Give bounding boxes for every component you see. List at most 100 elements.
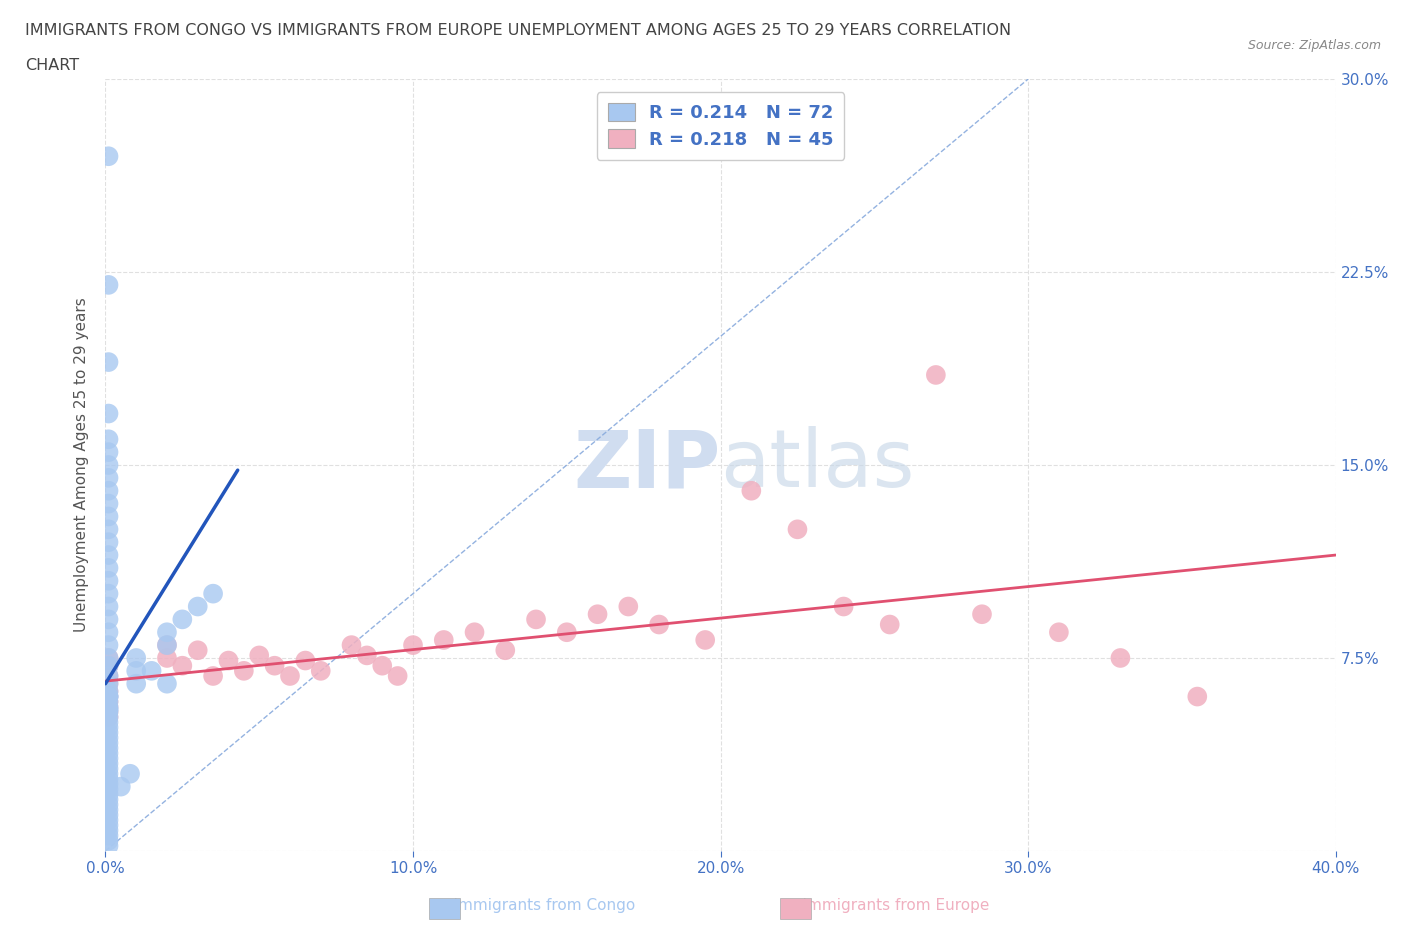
- Point: [97, 484, 120, 498]
- Point: [97, 797, 120, 812]
- Point: [97, 725, 120, 740]
- Point: [156, 676, 179, 691]
- Point: [218, 653, 240, 668]
- Point: [97, 699, 120, 714]
- Text: Source: ZipAtlas.com: Source: ZipAtlas.com: [1247, 39, 1381, 52]
- Point: [97, 676, 120, 691]
- Point: [617, 599, 640, 614]
- Point: [371, 658, 394, 673]
- Point: [832, 599, 855, 614]
- Point: [97, 458, 120, 472]
- Point: [156, 638, 179, 653]
- Point: [97, 548, 120, 563]
- Point: [309, 663, 332, 678]
- Point: [97, 710, 120, 724]
- Point: [433, 632, 456, 647]
- Point: [97, 522, 120, 537]
- Point: [97, 689, 120, 704]
- Point: [97, 777, 120, 791]
- Point: [156, 625, 179, 640]
- Point: [97, 756, 120, 771]
- Point: [97, 813, 120, 828]
- Point: [97, 676, 120, 691]
- Point: [97, 838, 120, 853]
- Point: [110, 779, 132, 794]
- Point: [879, 618, 901, 632]
- Point: [524, 612, 547, 627]
- Point: [97, 746, 120, 761]
- Y-axis label: Unemployment Among Ages 25 to 29 years: Unemployment Among Ages 25 to 29 years: [75, 298, 90, 632]
- Point: [97, 651, 120, 666]
- Point: [202, 586, 225, 601]
- Point: [740, 484, 762, 498]
- Point: [97, 792, 120, 807]
- Point: [202, 669, 225, 684]
- Point: [97, 277, 120, 292]
- Point: [97, 817, 120, 832]
- Point: [97, 695, 120, 710]
- Point: [97, 432, 120, 446]
- Point: [97, 705, 120, 720]
- Point: [695, 632, 717, 647]
- Point: [125, 676, 148, 691]
- Point: [97, 782, 120, 797]
- Point: [172, 658, 194, 673]
- Point: [97, 699, 120, 714]
- Text: Immigrants from Congo: Immigrants from Congo: [433, 898, 636, 913]
- Point: [97, 669, 120, 684]
- Point: [97, 658, 120, 673]
- Point: [786, 522, 808, 537]
- Point: [555, 625, 578, 640]
- Point: [278, 669, 301, 684]
- Point: [97, 715, 120, 730]
- Point: [356, 648, 378, 663]
- Point: [97, 740, 120, 755]
- Point: [120, 766, 141, 781]
- Point: [97, 638, 120, 653]
- Point: [125, 651, 148, 666]
- Point: [97, 658, 120, 673]
- Point: [97, 772, 120, 787]
- Point: [187, 599, 209, 614]
- Point: [97, 684, 120, 698]
- Point: [97, 561, 120, 576]
- Point: [97, 702, 120, 717]
- Point: [340, 638, 363, 653]
- Point: [97, 807, 120, 822]
- Text: IMMIGRANTS FROM CONGO VS IMMIGRANTS FROM EUROPE UNEMPLOYMENT AMONG AGES 25 TO 29: IMMIGRANTS FROM CONGO VS IMMIGRANTS FROM…: [25, 23, 1011, 38]
- Point: [97, 787, 120, 802]
- Point: [402, 638, 425, 653]
- Point: [97, 669, 120, 684]
- Point: [648, 618, 671, 632]
- Point: [97, 599, 120, 614]
- Point: [97, 689, 120, 704]
- Point: [586, 606, 609, 621]
- Point: [970, 606, 993, 621]
- Point: [187, 643, 209, 658]
- Point: [97, 586, 120, 601]
- Point: [97, 651, 120, 666]
- Text: ZIP: ZIP: [574, 426, 721, 504]
- Point: [97, 702, 120, 717]
- Point: [1187, 689, 1209, 704]
- Point: [232, 663, 254, 678]
- Point: [97, 823, 120, 838]
- Point: [1047, 625, 1070, 640]
- Point: [97, 509, 120, 524]
- Point: [97, 612, 120, 627]
- Text: CHART: CHART: [25, 58, 79, 73]
- Point: [156, 638, 179, 653]
- Point: [97, 761, 120, 776]
- Point: [494, 643, 516, 658]
- Point: [97, 710, 120, 724]
- Point: [247, 648, 270, 663]
- Point: [156, 651, 179, 666]
- Point: [97, 573, 120, 589]
- Point: [97, 828, 120, 843]
- Point: [97, 736, 120, 751]
- Text: atlas: atlas: [721, 426, 915, 504]
- Point: [97, 766, 120, 781]
- Point: [97, 535, 120, 550]
- Point: [141, 663, 163, 678]
- Point: [387, 669, 409, 684]
